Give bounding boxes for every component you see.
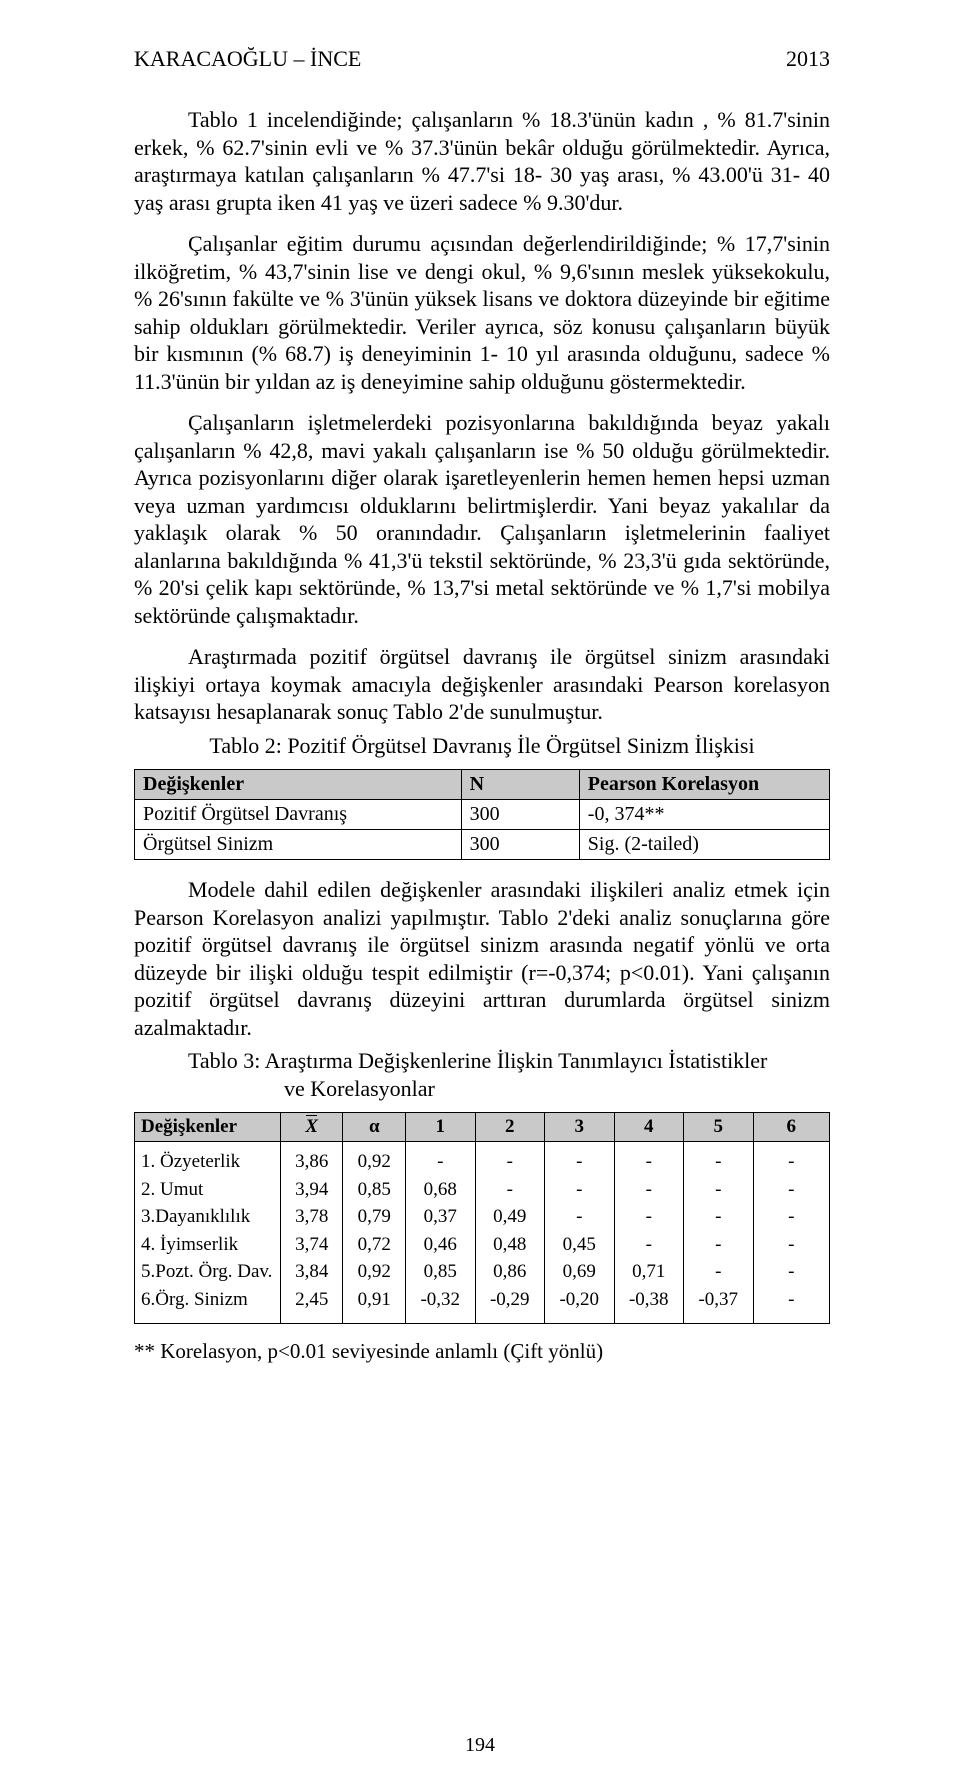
table3-c5-vals: - - - - - -0,37 <box>684 1142 754 1324</box>
table2-cell: Pozitif Örgütsel Davranış <box>135 800 462 830</box>
table-2: Değişkenler N Pearson Korelasyon Pozitif… <box>134 769 830 860</box>
table3-col-1: 1 <box>406 1113 476 1142</box>
table3-alpha-vals: 0,92 0,85 0,79 0,72 0,92 0,91 <box>343 1142 406 1324</box>
table2-row-1: Pozitif Örgütsel Davranış 300 -0, 374** <box>135 800 830 830</box>
table3-caption-line2: ve Korelasyonlar <box>134 1075 830 1103</box>
header-year: 2013 <box>786 46 830 72</box>
table3-col-xbar: X <box>280 1113 343 1142</box>
table3-col-6: 6 <box>753 1113 829 1142</box>
table2-col-degiskenler: Değişkenler <box>135 770 462 800</box>
table2-header-row: Değişkenler N Pearson Korelasyon <box>135 770 830 800</box>
table2-cell: 300 <box>461 800 579 830</box>
table3-xbar-vals: 3,86 3,94 3,78 3,74 3,84 2,45 <box>280 1142 343 1324</box>
paragraph-3: Çalışanların işletmelerdeki pozisyonları… <box>134 409 830 629</box>
table3-c1-vals: - 0,68 0,37 0,46 0,85 -0,32 <box>406 1142 476 1324</box>
table2-col-n: N <box>461 770 579 800</box>
table2-cell: -0, 374** <box>579 800 829 830</box>
paragraph-2: Çalışanlar eğitim durumu açısından değer… <box>134 230 830 395</box>
table2-cell: Örgütsel Sinizm <box>135 830 462 860</box>
table3-header-row: Değişkenler X α 1 2 3 4 5 6 <box>135 1113 830 1142</box>
table3-footnote: ** Korelasyon, p<0.01 seviyesinde anlaml… <box>134 1338 830 1364</box>
table3-col-degiskenler: Değişkenler <box>135 1113 281 1142</box>
table3-col-2: 2 <box>475 1113 545 1142</box>
running-header: KARACAOĞLU – İNCE 2013 <box>134 46 830 72</box>
table3-caption-line1: Tablo 3: Araştırma Değişkenlerine İlişki… <box>134 1047 830 1075</box>
table2-cell: Sig. (2-tailed) <box>579 830 829 860</box>
table3-c2-vals: - - 0,49 0,48 0,86 -0,29 <box>475 1142 545 1324</box>
paragraph-5: Modele dahil edilen değişkenler arasında… <box>134 876 830 1041</box>
table3-col-3: 3 <box>545 1113 615 1142</box>
table3-vars: 1. Özyeterlik 2. Umut 3.Dayanıklılık 4. … <box>135 1142 281 1324</box>
table2-cell: 300 <box>461 830 579 860</box>
header-author: KARACAOĞLU – İNCE <box>134 46 361 72</box>
table3-col-alpha: α <box>343 1113 406 1142</box>
table3-col-4: 4 <box>614 1113 684 1142</box>
table3-body-row: 1. Özyeterlik 2. Umut 3.Dayanıklılık 4. … <box>135 1142 830 1324</box>
table3-col-5: 5 <box>684 1113 754 1142</box>
table2-caption: Tablo 2: Pozitif Örgütsel Davranış İle Ö… <box>134 732 830 760</box>
table2-row-2: Örgütsel Sinizm 300 Sig. (2-tailed) <box>135 830 830 860</box>
paragraph-4: Araştırmada pozitif örgütsel davranış il… <box>134 643 830 726</box>
paragraph-1: Tablo 1 incelendiğinde; çalışanların % 1… <box>134 106 830 216</box>
table3-c6-vals: - - - - - - <box>753 1142 829 1324</box>
table3-c4-vals: - - - - 0,71 -0,38 <box>614 1142 684 1324</box>
table-3: Değişkenler X α 1 2 3 4 5 6 1. Özyeterli… <box>134 1112 830 1324</box>
page-number: 194 <box>0 1734 960 1757</box>
table3-c3-vals: - - - 0,45 0,69 -0,20 <box>545 1142 615 1324</box>
table2-col-pearson: Pearson Korelasyon <box>579 770 829 800</box>
